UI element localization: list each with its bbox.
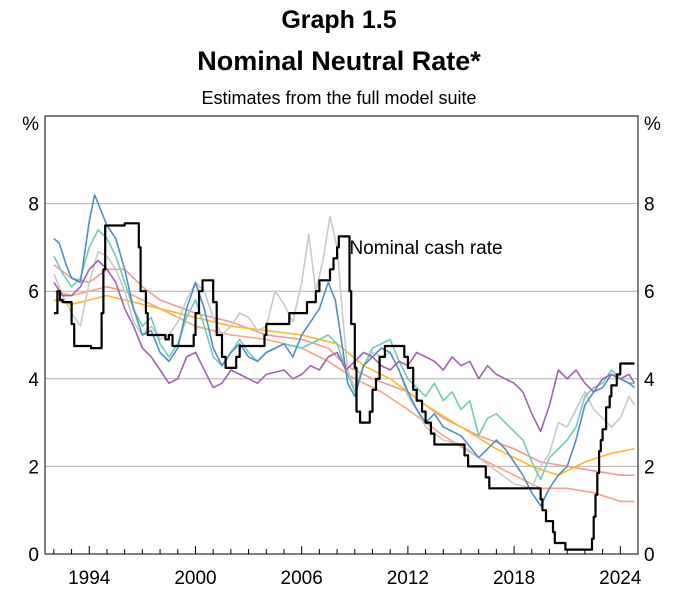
series-line-estimate-2 bbox=[53, 286, 635, 503]
x-tick-label: 2006 bbox=[281, 568, 323, 589]
y-tick-label-left: 6 bbox=[28, 282, 39, 303]
y-tick-label-right: 0 bbox=[644, 545, 655, 566]
y-tick-label-right: 4 bbox=[644, 370, 655, 391]
series-line-estimate-4 bbox=[53, 215, 636, 490]
y-tick-label-left: 0 bbox=[28, 545, 39, 566]
x-tick-label: 2024 bbox=[599, 568, 642, 589]
y-tick-label-right: 6 bbox=[644, 282, 655, 303]
graph-label: Graph 1.5 bbox=[281, 6, 397, 34]
y-tick-label-left: 4 bbox=[28, 370, 39, 391]
y-tick-label-right: 2 bbox=[644, 457, 655, 478]
series-line-estimate-6 bbox=[53, 194, 636, 507]
x-tick-label: 2000 bbox=[174, 568, 216, 589]
axes: 0 0 2 2 4 4 6 6 8 8 1994 2000 2006 2012 2018 2024 bbox=[28, 195, 655, 589]
y-tick-label-left: 2 bbox=[28, 457, 39, 478]
series-line-nominal-cash-rate bbox=[53, 222, 635, 551]
y-tick-label-right: 8 bbox=[644, 195, 655, 216]
x-tick-label: 2012 bbox=[387, 568, 429, 589]
gridlines bbox=[45, 203, 638, 467]
y-tick-label-left: 8 bbox=[28, 195, 39, 216]
series-line-estimate-1 bbox=[53, 264, 635, 476]
x-tick-label: 1994 bbox=[68, 568, 111, 589]
chart-title: Nominal Neutral Rate* bbox=[197, 46, 481, 76]
series-lines bbox=[53, 194, 636, 551]
series-line-estimate-7 bbox=[53, 259, 636, 433]
plot-frame bbox=[44, 115, 639, 555]
y-axis-unit-left: % bbox=[22, 114, 39, 135]
cash-rate-annotation: Nominal cash rate bbox=[349, 238, 502, 259]
chart-subtitle: Estimates from the full model suite bbox=[201, 88, 477, 108]
x-tick-label: 2018 bbox=[493, 568, 535, 589]
y-axis-unit-right: % bbox=[644, 114, 661, 135]
